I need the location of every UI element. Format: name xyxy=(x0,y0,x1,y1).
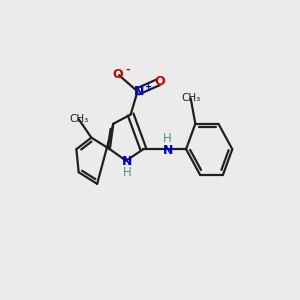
Text: N: N xyxy=(134,85,144,98)
Text: -: - xyxy=(125,64,130,74)
Text: +: + xyxy=(144,82,151,91)
Text: CH₃: CH₃ xyxy=(181,93,200,103)
Text: O: O xyxy=(112,68,123,81)
Text: O: O xyxy=(154,74,165,88)
Text: CH₃: CH₃ xyxy=(69,114,88,124)
Text: H: H xyxy=(163,132,172,145)
Text: N: N xyxy=(122,155,132,168)
Text: H: H xyxy=(123,166,132,179)
Text: N: N xyxy=(162,144,173,157)
